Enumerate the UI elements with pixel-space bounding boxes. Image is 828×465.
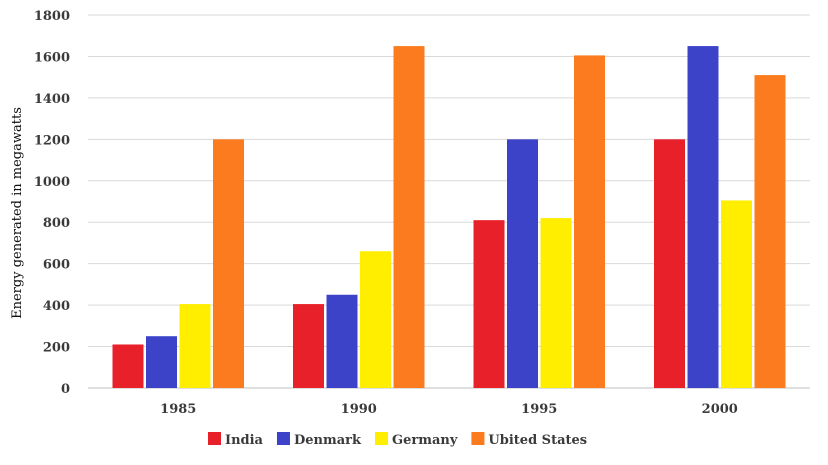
- legend-label: Germany: [392, 433, 458, 448]
- legend: India Denmark Germany Ubited States: [208, 432, 587, 448]
- y-axis-title: Energy generated in megawatts: [10, 107, 25, 319]
- legend-swatch-germany: [375, 432, 389, 445]
- x-tick-label: 1995: [521, 402, 557, 417]
- bar-india-2000: [654, 139, 685, 388]
- bar-germany-1995: [540, 218, 572, 388]
- bar-germany-2000: [721, 200, 752, 388]
- x-tick-label: 1990: [341, 402, 377, 417]
- legend-label: Denmark: [294, 433, 362, 448]
- bar-ubited-states-1995: [574, 55, 605, 389]
- y-tick-label: 1800: [34, 9, 70, 24]
- y-tick-label: 400: [43, 299, 70, 314]
- bars: [112, 46, 786, 389]
- y-tick-label: 800: [43, 216, 70, 231]
- bar-germany-1990: [360, 251, 391, 388]
- bar-ubited-states-1985: [213, 139, 244, 388]
- y-tick-label: 1400: [34, 92, 70, 107]
- y-tick-label: 1600: [34, 50, 70, 65]
- bar-denmark-1990: [326, 294, 358, 388]
- x-tick-label: 2000: [702, 402, 738, 417]
- y-tick-label: 200: [43, 341, 70, 356]
- y-tick-label: 1000: [34, 175, 70, 190]
- bar-germany-1985: [179, 304, 211, 388]
- bar-india-1995: [473, 220, 505, 388]
- legend-swatch-denmark: [276, 432, 290, 445]
- bar-denmark-1985: [146, 336, 177, 388]
- y-tick-label: 1200: [34, 133, 70, 148]
- x-tick-label: 1985: [160, 402, 196, 417]
- legend-label: India: [225, 433, 264, 448]
- bar-ubited-states-1990: [393, 46, 425, 388]
- bar-denmark-1995: [507, 139, 538, 388]
- y-tick-label: 600: [43, 258, 70, 273]
- bar-ubited-states-2000: [754, 75, 786, 388]
- bar-india-1985: [112, 344, 144, 388]
- axes: 0 200 400 600 800 1000 1200 1400 1600 1800 1985 199…: [34, 9, 738, 417]
- legend-swatch-india: [208, 432, 221, 445]
- legend-label: Ubited States: [488, 433, 587, 448]
- bar-denmark-2000: [687, 46, 719, 388]
- legend-swatch-ubited-states: [471, 432, 485, 445]
- bar-india-1990: [293, 304, 324, 388]
- y-tick-label: 0: [61, 382, 70, 397]
